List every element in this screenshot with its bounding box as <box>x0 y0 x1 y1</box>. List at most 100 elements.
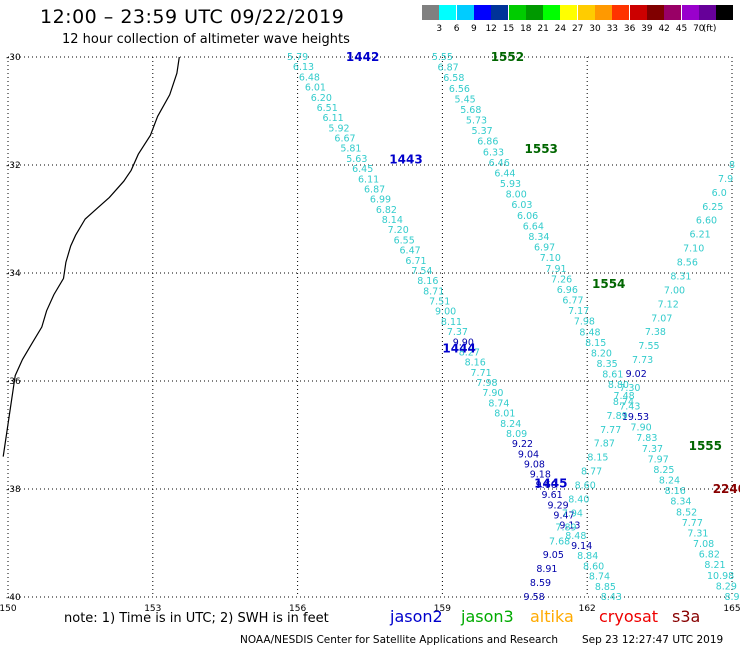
swh-value: 7.90 <box>482 388 503 399</box>
swh-value: 6.67 <box>334 134 355 145</box>
colorbar-label: 27 <box>571 24 584 34</box>
swh-value: 8.77 <box>581 467 602 478</box>
swh-value: 6.55 <box>394 235 415 246</box>
swh-value: 8 <box>729 160 735 171</box>
swh-value: 8.15 <box>585 338 606 349</box>
swh-value: 7.43 <box>619 401 640 412</box>
swh-value: 8.48 <box>579 327 600 338</box>
lon-tick-label: 165 <box>723 604 740 614</box>
legend-note: note: 1) Time is in UTC; 2) SWH is in fe… <box>64 611 329 626</box>
swh-value: 6.87 <box>364 185 385 196</box>
swh-value: 5.45 <box>455 94 476 105</box>
page-title: 12:00 – 23:59 UTC 09/22/2019 <box>40 6 345 28</box>
swh-value: 6.96 <box>557 285 578 296</box>
swh-value: 7.37 <box>447 327 468 338</box>
pass-label-1444: 1444 <box>442 342 475 356</box>
swh-value: 7.68 <box>549 536 570 547</box>
colorbar-cell <box>664 5 682 20</box>
swh-value: 9.02 <box>626 369 647 380</box>
pass-label-1442: 1442 <box>346 50 379 64</box>
swh-value: 7.89 <box>555 522 576 533</box>
swh-value: 7.10 <box>683 244 704 255</box>
colorbar-cell <box>716 5 734 20</box>
swh-value: 8.15 <box>587 453 608 464</box>
swh-value: 7.10 <box>540 253 561 264</box>
colorbar-cell <box>473 5 491 20</box>
swh-value: 6.99 <box>370 195 391 206</box>
swh-value: 7.08 <box>693 539 714 550</box>
coastline <box>2 56 180 457</box>
lat-tick-label: -38 <box>6 485 21 495</box>
swh-value: 7.26 <box>551 274 572 285</box>
swh-value: 7.38 <box>645 327 666 338</box>
colorbar-label: 39 <box>641 24 653 34</box>
footer-timestamp: Sep 23 12:27:47 UTC 2019 <box>582 634 724 646</box>
swh-value: 6.47 <box>400 246 421 257</box>
colorbar-unit: (ft) <box>702 24 717 34</box>
swh-value: 8.60 <box>583 561 604 572</box>
swh-value: 8.21 <box>704 560 725 571</box>
swh-value: 7.98 <box>574 317 595 328</box>
colorbar-cell <box>595 5 612 20</box>
swh-value: 8.48 <box>565 531 586 542</box>
swh-value: 8.16 <box>465 358 486 369</box>
swh-value: 8.71 <box>423 286 444 297</box>
swh-value: 7.51 <box>429 297 450 308</box>
swh-value: 6.97 <box>534 243 555 254</box>
swh-value: 6.33 <box>483 147 504 158</box>
colorbar-cell <box>422 5 439 20</box>
lon-tick-label: 162 <box>579 604 596 614</box>
swh-value: 9.90 <box>453 337 474 348</box>
swh-value: 6.44 <box>494 169 515 180</box>
pass-label-2240: 2240 <box>713 482 740 496</box>
swh-value: 8.74 <box>488 398 509 409</box>
swh-value: 5.93 <box>500 179 521 190</box>
lon-tick-label: 159 <box>434 604 451 614</box>
swh-value: 6.82 <box>699 550 720 561</box>
swh-value: 8.25 <box>653 465 674 476</box>
swh-value: 8.52 <box>676 507 697 518</box>
swh-value: 6.86 <box>477 137 498 148</box>
colorbar-cell <box>543 5 561 20</box>
swh-value: 9.13 <box>559 521 580 532</box>
swh-value: 8.35 <box>597 359 618 370</box>
swh-value: 8.84 <box>577 551 598 562</box>
swh-value: 6.11 <box>358 174 379 185</box>
swh-value: 6.25 <box>702 202 723 213</box>
swh-value: 7.30 <box>619 383 640 394</box>
swh-value: 6.45 <box>352 164 373 175</box>
swh-value: 7.89 <box>607 411 628 422</box>
colorbar-cell <box>456 5 474 20</box>
swh-value: 7.54 <box>411 266 432 277</box>
pass-label-1443: 1443 <box>389 153 422 167</box>
swh-value: 7.9 <box>718 174 733 185</box>
swh-value: 7.87 <box>594 439 615 450</box>
colorbar-label: 15 <box>502 24 515 34</box>
swh-value: 8.09 <box>506 429 527 440</box>
swh-value: 9.08 <box>524 460 545 471</box>
swh-value: 6.0 <box>712 188 727 199</box>
swh-value: 7.00 <box>664 285 685 296</box>
swh-value: 7.73 <box>632 355 653 366</box>
pass-label-1554: 1554 <box>592 277 625 291</box>
colorbar-cell <box>508 5 526 20</box>
swh-value: 7.37 <box>642 444 663 455</box>
swh-value: 6.60 <box>696 216 717 227</box>
pass-label-1552: 1552 <box>491 50 524 64</box>
colorbar-label: 3 <box>436 24 443 34</box>
swh-value: 8.61 <box>602 370 623 381</box>
swh-value: 7.98 <box>476 378 497 389</box>
swh-value: 8.24 <box>500 419 521 430</box>
lat-tick-label: -40 <box>6 593 21 603</box>
footer-credit: NOAA/NESDIS Center for Satellite Applica… <box>240 634 558 646</box>
lon-tick-label: 153 <box>144 604 161 614</box>
swh-value: 8.24 <box>659 476 680 487</box>
legend-sat-jason3: jason3 <box>461 607 514 626</box>
swh-value: 8.74 <box>589 572 610 583</box>
colorbar-cell <box>577 5 595 20</box>
swh-value: 9.14 <box>571 541 592 552</box>
swh-value: 8.85 <box>595 582 616 593</box>
swh-value: 6.01 <box>305 83 326 94</box>
colorbar-label: 45 <box>675 24 688 34</box>
